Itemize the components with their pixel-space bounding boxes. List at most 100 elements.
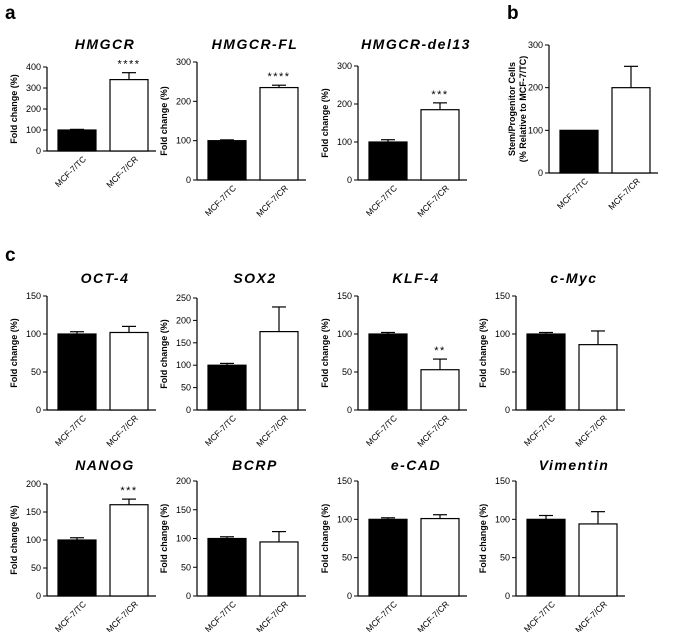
significance-label: ***: [120, 485, 137, 497]
y-axis-label: Fold change (%): [159, 86, 169, 156]
bar-tc: [207, 364, 247, 411]
y-axis-label-line: (% Relative to MCF-7/TC): [518, 56, 528, 163]
bar-tc: [57, 129, 97, 152]
bar-cr: [578, 344, 618, 411]
chart-title: HMGCR-FL: [212, 36, 299, 52]
bar-cr: [109, 504, 149, 597]
category-label: MCF-7/CR: [104, 599, 140, 632]
y-axis-label: Fold change (%): [9, 318, 19, 388]
y-tick-label: 100: [176, 136, 191, 146]
bar-cr: [259, 86, 299, 181]
y-tick-label: 0: [538, 168, 543, 178]
chart-title: HMGCR-del13: [361, 36, 471, 52]
bar-tc: [57, 333, 97, 411]
category-label: MCF-7/TC: [364, 599, 399, 632]
category-label: MCF-7/TC: [555, 176, 590, 211]
y-tick-label: 200: [26, 479, 41, 489]
category-label: MCF-7/TC: [522, 599, 557, 632]
bar-cr: [109, 331, 149, 411]
category-label: MCF-7/CR: [415, 599, 451, 632]
panel-letter-a: a: [5, 3, 16, 24]
y-tick-label: 300: [528, 40, 543, 50]
y-tick-label: 0: [347, 591, 352, 601]
category-label: MCF-7/CR: [254, 599, 290, 632]
bar-cr: [259, 331, 299, 411]
chart-title: c-Myc: [550, 270, 597, 286]
y-tick-label: 100: [495, 514, 510, 524]
bar-tc: [368, 141, 408, 181]
y-tick-label: 300: [337, 61, 352, 71]
category-label: MCF-7/CR: [254, 183, 290, 219]
y-axis-label: Fold change (%): [9, 505, 19, 575]
y-tick-label: 150: [337, 476, 352, 486]
y-axis-label: Fold change (%): [159, 504, 169, 574]
y-tick-label: 200: [176, 96, 191, 106]
y-tick-label: 50: [500, 553, 510, 563]
y-tick-label: 100: [337, 514, 352, 524]
chart-stem: 0 100 200 300 Stem/Progenitor Cells(% Relati…: [507, 40, 658, 212]
bar-tc: [526, 518, 566, 597]
y-tick-label: 400: [26, 62, 41, 72]
category-label: MCF-7/TC: [203, 599, 238, 632]
category-label: MCF-7/TC: [203, 413, 238, 448]
panel-letter-c: c: [5, 245, 16, 266]
bar-tc: [368, 518, 408, 597]
bar-cr: [420, 109, 460, 181]
category-label: MCF-7/CR: [104, 413, 140, 449]
chart-title: OCT-4: [81, 270, 130, 286]
y-axis-label: Fold change (%): [320, 88, 330, 158]
category-label: MCF-7/TC: [53, 599, 88, 632]
y-tick-label: 150: [495, 476, 510, 486]
category-label: MCF-7/TC: [364, 413, 399, 448]
y-tick-label: 50: [342, 553, 352, 563]
chart-title: HMGCR: [75, 36, 135, 52]
y-tick-label: 50: [342, 367, 352, 377]
y-tick-label: 0: [347, 405, 352, 415]
y-tick-label: 0: [505, 591, 510, 601]
y-tick-label: 100: [176, 360, 191, 370]
y-tick-label: 150: [337, 291, 352, 301]
chart-klf4: KLF-4 0 50 100 150 Fold change (%) MCF-7/TC ** M…: [320, 270, 467, 449]
significance-label: **: [434, 345, 446, 357]
significance-label: ****: [117, 59, 140, 71]
bar-tc: [559, 129, 599, 174]
chart-ecad: e-CAD 0 50 100 150 Fold change (%) MCF-7/TC MCF…: [320, 457, 467, 632]
y-tick-label: 200: [528, 83, 543, 93]
y-axis-label: Fold change (%): [478, 504, 488, 574]
y-axis-label: Fold change (%): [320, 318, 330, 388]
panel-letter-b: b: [507, 3, 519, 24]
y-tick-label: 0: [186, 591, 191, 601]
bar-tc: [368, 333, 408, 411]
chart-title: NANOG: [75, 457, 135, 473]
y-tick-label: 300: [176, 57, 191, 67]
chart-cmyc: c-Myc 0 50 100 150 Fold change (%) MCF-7/TC MCF…: [478, 270, 625, 449]
y-tick-label: 0: [186, 175, 191, 185]
y-tick-label: 0: [186, 405, 191, 415]
category-label: MCF-7/CR: [254, 413, 290, 449]
y-tick-label: 0: [36, 405, 41, 415]
y-tick-label: 250: [176, 293, 191, 303]
y-tick-label: 150: [26, 291, 41, 301]
y-axis-label: Fold change (%): [478, 318, 488, 388]
y-tick-label: 50: [500, 367, 510, 377]
y-tick-label: 50: [181, 562, 191, 572]
bar-cr: [420, 369, 460, 411]
chart-title: e-CAD: [391, 457, 441, 473]
bar-cr: [611, 87, 651, 174]
y-tick-label: 100: [528, 125, 543, 135]
y-tick-label: 100: [176, 534, 191, 544]
y-axis-label-line: Stem/Progenitor Cells: [507, 62, 517, 156]
y-axis-label: Fold change (%): [320, 504, 330, 574]
y-tick-label: 200: [176, 315, 191, 325]
y-tick-label: 200: [337, 99, 352, 109]
y-tick-label: 100: [337, 329, 352, 339]
y-tick-label: 100: [337, 137, 352, 147]
y-tick-label: 200: [26, 104, 41, 114]
bar-cr: [420, 517, 460, 597]
y-tick-label: 150: [176, 338, 191, 348]
chart-title: BCRP: [232, 457, 278, 473]
y-tick-label: 100: [26, 329, 41, 339]
category-label: MCF-7/TC: [53, 154, 88, 189]
y-axis-label: Fold change (%): [159, 319, 169, 389]
